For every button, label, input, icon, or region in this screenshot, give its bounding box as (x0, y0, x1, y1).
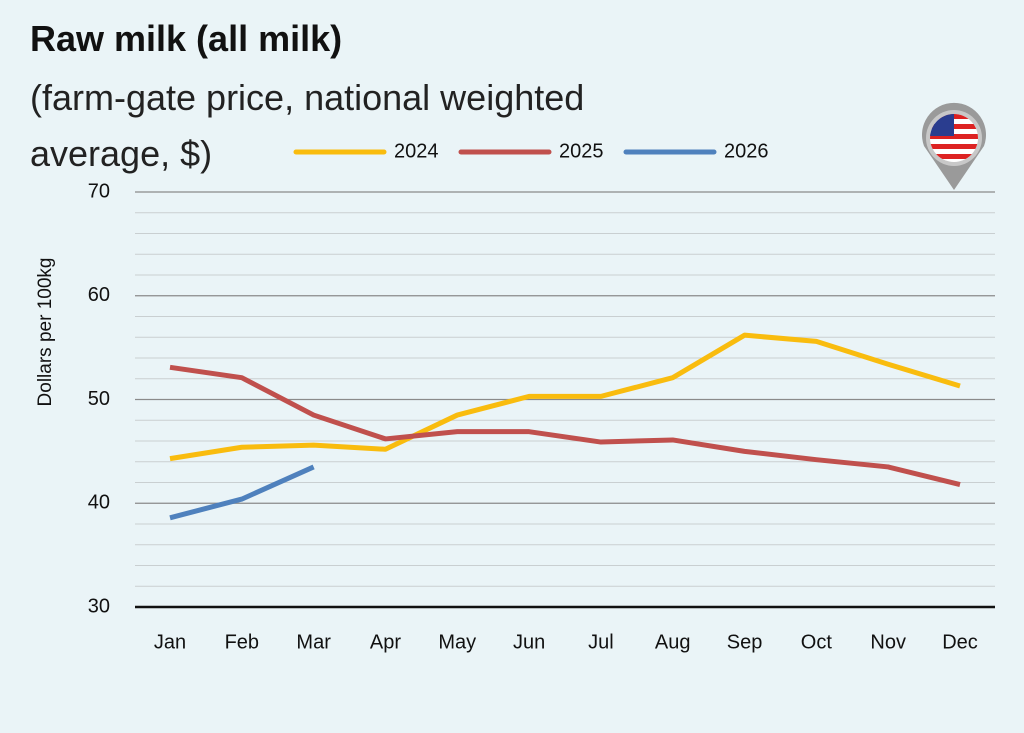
x-tick-label: May (438, 631, 476, 653)
x-tick-label: Jul (588, 631, 614, 653)
y-tick-label: 50 (88, 388, 110, 410)
x-tick-label: Feb (225, 631, 259, 653)
x-tick-label: Dec (942, 631, 978, 653)
flag-icon (922, 102, 986, 190)
x-tick-label: Jan (154, 631, 186, 653)
legend-label: 2026 (724, 140, 769, 162)
y-tick-label: 70 (88, 180, 110, 202)
legend-label: 2024 (394, 140, 439, 162)
y-tick-label: 30 (88, 595, 110, 617)
y-tick-label: 60 (88, 284, 110, 306)
line-series (169, 332, 961, 462)
chart-subtitle: (farm-gate price, national weighted aver… (30, 77, 585, 174)
line-series (169, 464, 315, 521)
x-tick-label: Mar (296, 631, 331, 653)
x-tick-label: Sep (727, 631, 763, 653)
x-tick-label: Apr (370, 631, 401, 653)
line-series (169, 364, 961, 488)
y-axis-label: Dollars per 100kg (35, 258, 56, 407)
y-tick-label: 40 (88, 492, 110, 514)
chart-title: Raw milk (all milk) (30, 18, 343, 59)
x-tick-label: Aug (655, 631, 691, 653)
legend-label: 2025 (559, 140, 604, 162)
x-tick-label: Oct (801, 631, 833, 653)
x-tick-label: Jun (513, 631, 545, 653)
x-tick-label: Nov (870, 631, 906, 653)
